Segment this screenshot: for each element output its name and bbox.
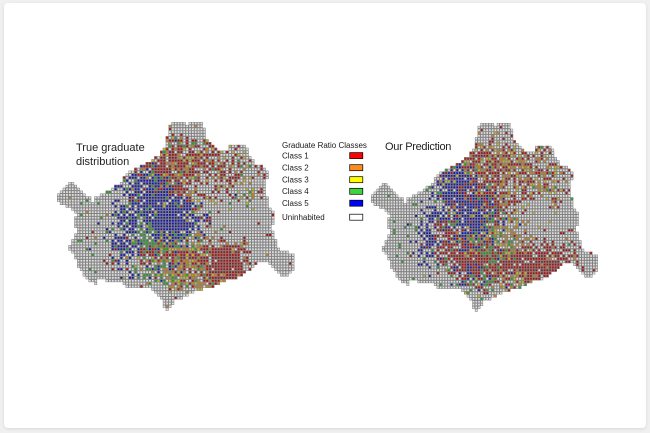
svg-text:distribution: distribution	[76, 156, 129, 168]
svg-text:Class 5: Class 5	[282, 199, 309, 208]
svg-text:Graduate Ratio Classes: Graduate Ratio Classes	[282, 141, 367, 150]
svg-text:Class 1: Class 1	[282, 151, 309, 160]
svg-text:Class 4: Class 4	[282, 187, 309, 196]
svg-text:Class 3: Class 3	[282, 176, 309, 185]
svg-text:Our Prediction: Our Prediction	[385, 141, 451, 153]
svg-text:Uninhabited: Uninhabited	[282, 213, 325, 222]
svg-text:Class 2: Class 2	[282, 164, 309, 173]
svg-text:True graduate: True graduate	[76, 142, 145, 154]
